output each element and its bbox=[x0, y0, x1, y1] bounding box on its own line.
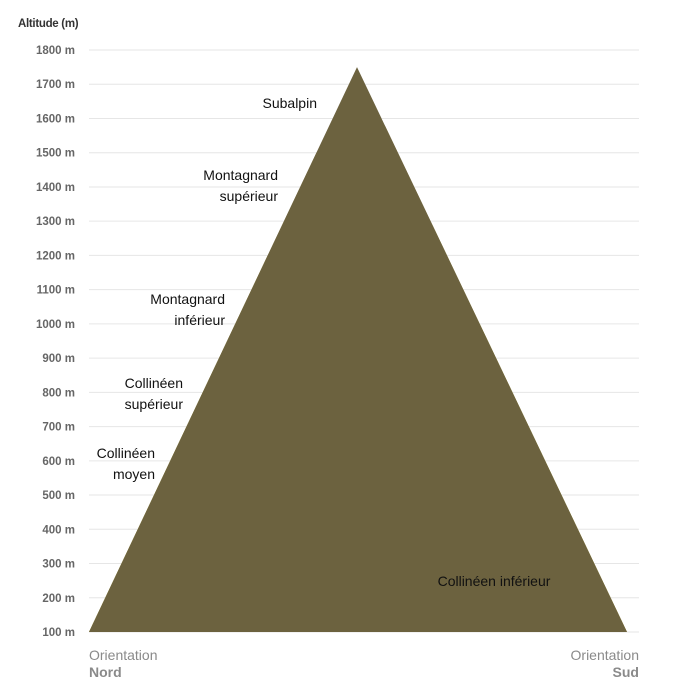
tick-label: 300 m bbox=[42, 559, 75, 571]
zone-labels: Collinéen inférieur Collinéen moyen Colliné… bbox=[97, 95, 551, 589]
tick-label: 1800 m bbox=[36, 45, 75, 57]
zone-label-montagnard-inferieur: Montagnard bbox=[150, 291, 225, 307]
tick-label: 1200 m bbox=[36, 250, 75, 262]
zone-label-collineen-superieur: supérieur bbox=[125, 396, 184, 412]
tick-label: 1100 m bbox=[37, 285, 75, 297]
altitude-ticks: 100 m 200 m 300 m 400 m 500 m 600 m 700 m 800 m… bbox=[36, 45, 75, 639]
tick-label: 900 m bbox=[42, 353, 75, 365]
tick-label: 1500 m bbox=[36, 148, 75, 160]
tick-label: 200 m bbox=[42, 593, 75, 605]
tick-label: 1600 m bbox=[36, 113, 75, 125]
tick-label: 1300 m bbox=[36, 216, 75, 228]
tick-label: 1700 m bbox=[36, 79, 75, 91]
orientation-south-line2: Sud bbox=[613, 664, 639, 680]
tick-label: 1000 m bbox=[36, 319, 75, 331]
zone-label-subalpin: Subalpin bbox=[263, 95, 318, 111]
tick-label: 800 m bbox=[42, 387, 75, 399]
zone-bands bbox=[89, 67, 627, 632]
tick-label: 400 m bbox=[42, 524, 75, 536]
zone-label-montagnard-inferieur: inférieur bbox=[174, 312, 225, 328]
zone-label-montagnard-superieur: Montagnard bbox=[203, 167, 278, 183]
orientation-north-line2: Nord bbox=[89, 664, 122, 680]
tick-label: 1400 m bbox=[36, 182, 75, 194]
tick-label: 600 m bbox=[42, 456, 75, 468]
axis-title: Altitude (m) bbox=[18, 18, 79, 30]
orientation-south-line1: Orientation bbox=[571, 647, 639, 663]
zone-label-montagnard-superieur: supérieur bbox=[220, 188, 279, 204]
tick-label: 100 m bbox=[42, 627, 75, 639]
zone-label-collineen-moyen: moyen bbox=[113, 466, 155, 482]
orientation-north-line1: Orientation bbox=[89, 647, 157, 663]
zone-label-collineen-inferieur: Collinéen inférieur bbox=[438, 573, 551, 589]
tick-label: 700 m bbox=[42, 422, 75, 434]
zone-subalpin bbox=[89, 67, 627, 632]
zone-label-collineen-moyen: Collinéen bbox=[97, 445, 155, 461]
zone-label-collineen-superieur: Collinéen bbox=[125, 375, 183, 391]
tick-label: 500 m bbox=[42, 490, 75, 502]
